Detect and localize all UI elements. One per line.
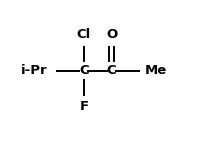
Text: Me: Me: [144, 64, 166, 77]
Text: C: C: [106, 64, 116, 77]
Text: i-Pr: i-Pr: [21, 64, 48, 77]
Text: O: O: [105, 28, 117, 41]
Text: Cl: Cl: [76, 28, 91, 41]
Text: F: F: [79, 100, 88, 113]
Text: C: C: [79, 64, 88, 77]
